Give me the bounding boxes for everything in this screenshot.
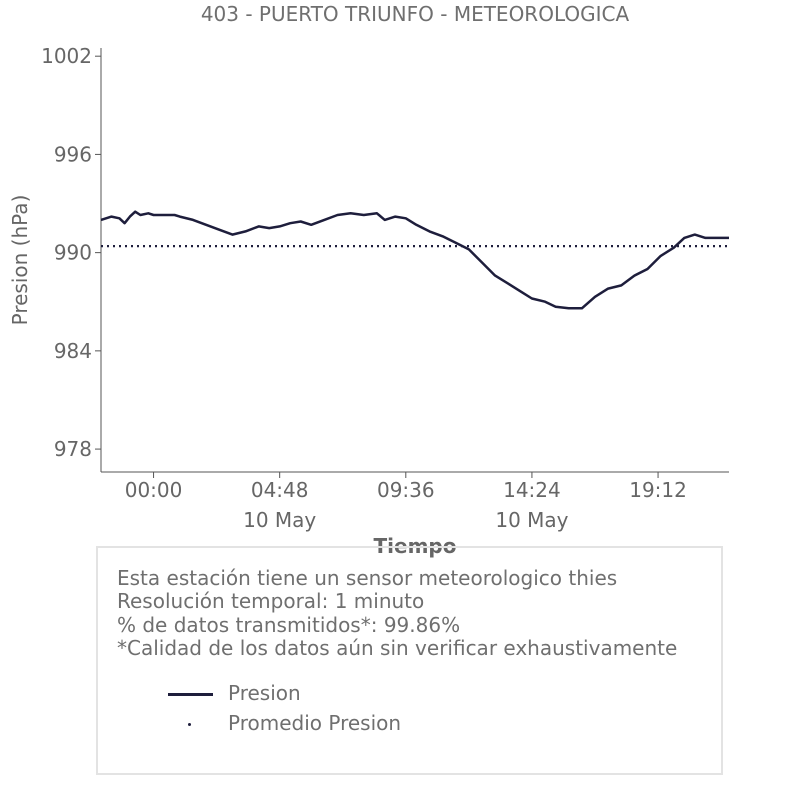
legend-line-swatch: [168, 693, 213, 696]
y-tick-label: 990: [54, 241, 92, 265]
x-tick-label: 00:00: [125, 478, 183, 502]
info-line-transmitted: % de datos transmitidos*: 99.86%: [117, 612, 461, 637]
info-box: Esta estación tiene un sensor meteorolog…: [96, 546, 723, 775]
y-tick-label: 996: [54, 142, 92, 166]
x-tick-label: 14:24: [503, 478, 561, 502]
info-line-quality: *Calidad de los datos aún sin verificar …: [117, 635, 678, 660]
y-tick-label: 1002: [41, 44, 92, 68]
x-tick-label: 04:48: [251, 478, 309, 502]
x-tick-label: 09:36: [377, 478, 435, 502]
info-line-resolution: Resolución temporal: 1 minuto: [117, 589, 425, 614]
legend-label-presion: Presion: [228, 681, 301, 705]
legend-dot-swatch: [188, 723, 191, 726]
x-tick-label: 19:12: [629, 478, 687, 502]
chart-title: 403 - PUERTO TRIUNFO - METEOROLOGICA: [200, 2, 630, 26]
y-tick-label: 984: [54, 339, 92, 363]
pressure-chart: 978 984 990 996 1002 00:00 04:48 10 May 09:36 14:…: [8, 44, 729, 558]
y-tick-label: 978: [54, 437, 92, 461]
x-tick-sublabel: 10 May: [495, 508, 568, 532]
y-axis-label: Presion (hPa): [8, 195, 32, 326]
info-line-sensor: Esta estación tiene un sensor meteorolog…: [117, 566, 618, 590]
info-text: Esta estación tiene un sensor meteorolog…: [117, 566, 678, 660]
legend-label-promedio: Promedio Presion: [228, 711, 402, 735]
pressure-series-line: [100, 210, 729, 310]
x-tick-sublabel: 10 May: [243, 508, 316, 532]
